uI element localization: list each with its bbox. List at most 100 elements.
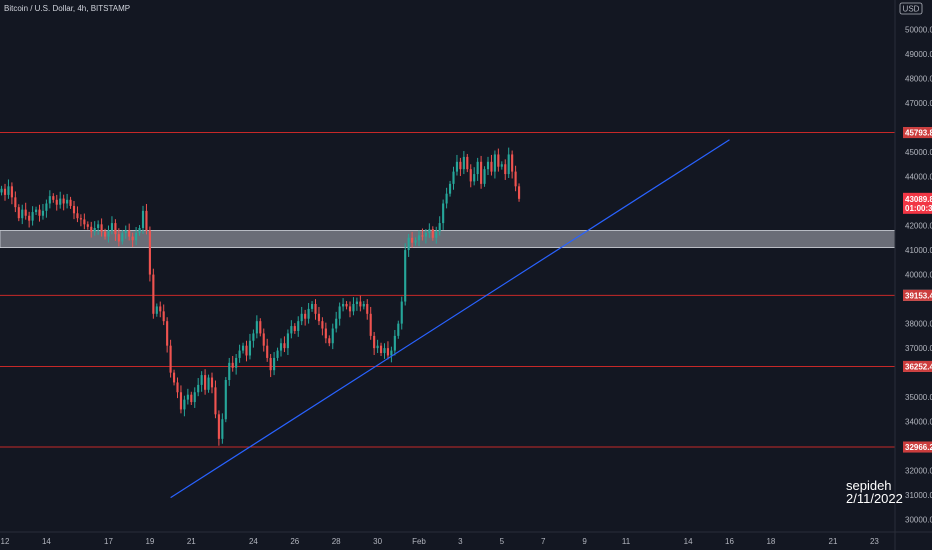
currency-label: USD	[903, 5, 920, 14]
price-level-badge-fill	[903, 441, 932, 453]
time-tick-label: 30	[373, 537, 382, 546]
candle-down	[324, 328, 327, 339]
candle-down	[517, 186, 521, 199]
candle-up	[21, 209, 24, 219]
candle-down	[328, 338, 331, 344]
candle-down	[159, 306, 162, 312]
candle-down	[69, 199, 72, 206]
candle-up	[362, 304, 365, 307]
candle-down	[321, 321, 324, 329]
candle-up	[197, 384, 200, 393]
candle-down	[166, 321, 169, 346]
candle-down	[86, 224, 89, 227]
time-tick-label: 11	[622, 537, 631, 546]
candle-up	[34, 209, 38, 213]
candle-up	[273, 357, 276, 371]
candle-up	[310, 304, 314, 309]
price-level-badge[interactable]: 45793.89	[903, 127, 932, 139]
price-tick-label: 42000.00	[905, 222, 932, 231]
candle-up	[486, 161, 490, 170]
candle-up	[297, 321, 300, 331]
candle-down	[55, 199, 58, 205]
candle-up	[286, 333, 289, 349]
candle-up	[221, 419, 224, 439]
candle-up	[135, 232, 138, 241]
time-tick-label: 3	[458, 537, 463, 546]
candle-up	[241, 345, 245, 351]
candle-up	[335, 318, 338, 329]
price-level-badge[interactable]: 36252.46	[903, 360, 932, 372]
time-tick-label: 12	[1, 537, 10, 546]
currency-button-frame	[899, 2, 923, 15]
candle-down	[293, 326, 296, 331]
candle-up	[300, 313, 303, 322]
time-tick-label: 7	[541, 537, 546, 546]
candle-up	[31, 212, 34, 221]
candle-up	[442, 203, 445, 224]
candle-up	[0, 188, 3, 193]
price-tick-label: 38000.00	[905, 320, 932, 329]
candle-up	[338, 306, 341, 319]
time-tick-label: 21	[829, 537, 838, 546]
price-tick-label: 41000.00	[905, 246, 932, 255]
candle-down	[145, 210, 148, 231]
candle-down	[128, 230, 131, 237]
candle-up	[66, 199, 69, 204]
candle-up	[141, 210, 145, 228]
candle-up	[7, 186, 10, 195]
last-price-badge-bg	[903, 192, 932, 214]
currency-button[interactable]: USD	[899, 2, 923, 15]
last-price-value: 43089.84	[905, 195, 932, 204]
candle-down	[204, 375, 207, 390]
candle-up	[41, 210, 45, 216]
candle-up	[500, 164, 503, 167]
price-tick-label: 30000.00	[905, 516, 932, 525]
candle-down	[359, 301, 362, 307]
candle-up	[290, 326, 293, 334]
support-zone[interactable]	[0, 230, 896, 249]
time-tick-label: 14	[42, 537, 51, 546]
candle-up	[452, 171, 455, 184]
candle-down	[217, 414, 220, 439]
candle-up	[483, 169, 486, 184]
time-tick-label: 18	[766, 537, 775, 546]
candle-up	[200, 375, 203, 385]
candle-up	[383, 348, 386, 354]
candle-up	[352, 304, 355, 312]
candle-down	[459, 161, 462, 170]
price-level-badge[interactable]: 39153.42	[903, 289, 932, 301]
candle-down	[490, 161, 493, 172]
candle-down	[79, 218, 82, 220]
time-tick-label: 23	[870, 537, 879, 546]
candle-down	[176, 382, 179, 393]
price-tick-label: 49000.00	[905, 50, 932, 59]
trendline[interactable]	[170, 139, 730, 499]
candle-down	[411, 237, 414, 243]
candle-up	[238, 350, 241, 358]
price-tick-label: 44000.00	[905, 173, 932, 182]
candle-up	[138, 228, 141, 233]
candle-down	[62, 198, 65, 204]
candle-up	[59, 198, 62, 205]
candle-up	[279, 343, 283, 351]
candle-down	[172, 372, 176, 383]
time-tick-label: 19	[145, 537, 154, 546]
bar-countdown: 01:00:38	[905, 204, 932, 213]
time-tick-label: 16	[725, 537, 734, 546]
candle-down	[190, 394, 193, 403]
candle-up	[97, 224, 100, 228]
candle-down	[480, 161, 483, 184]
time-tick-label: 14	[684, 537, 693, 546]
candle-down	[103, 231, 107, 237]
candle-down	[76, 213, 79, 219]
candle-up	[438, 223, 441, 232]
candle-down	[373, 335, 376, 349]
candle-down	[511, 154, 514, 172]
last-price-badge[interactable]: 43089.8401:00:38	[903, 192, 932, 214]
candle-down	[366, 304, 369, 314]
price-level-badge[interactable]: 32966.22	[903, 441, 932, 453]
candle-down	[317, 313, 321, 322]
